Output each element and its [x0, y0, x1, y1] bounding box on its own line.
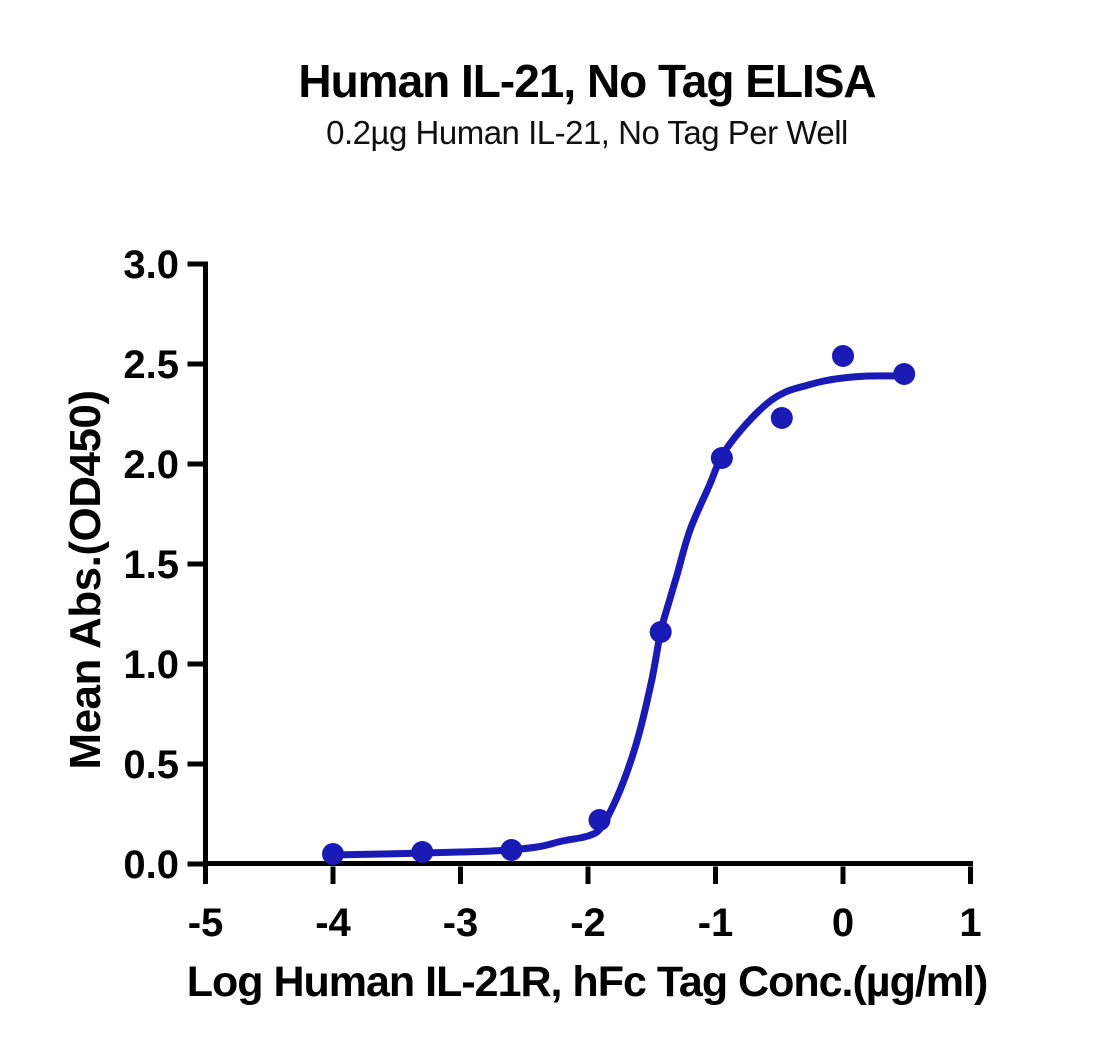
x-tick-label: 1	[959, 901, 981, 945]
y-tick-label: 0.0	[123, 843, 179, 887]
y-tick-label: 1.5	[123, 543, 179, 587]
x-tick-label: -3	[443, 901, 479, 945]
x-tick-label: -4	[315, 901, 351, 945]
y-tick-label: 2.0	[123, 443, 179, 487]
data-point	[832, 345, 854, 367]
data-point	[770, 407, 793, 429]
data-point	[411, 841, 434, 863]
y-tick-label: 2.5	[123, 343, 179, 387]
y-tick-label: 1.0	[123, 643, 179, 687]
x-tick-label: -5	[188, 901, 224, 945]
y-axis-label: Mean Abs.(OD450)	[61, 390, 110, 770]
chart-subtitle: 0.2µg Human IL-21, No Tag Per Well	[326, 114, 848, 151]
data-point	[649, 621, 672, 643]
x-tick-label: 0	[832, 901, 854, 945]
x-tick-label: -2	[570, 901, 606, 945]
data-point	[893, 363, 916, 385]
fit-curve	[329, 372, 908, 859]
chart-title: Human IL-21, No Tag ELISA	[298, 55, 876, 107]
y-tick-label: 0.5	[123, 743, 179, 787]
y-tick-label: 3.0	[123, 243, 179, 287]
x-tick-label: -1	[698, 901, 734, 945]
data-point	[322, 843, 344, 865]
data-point	[500, 839, 523, 861]
x-axis-label: Log Human IL-21R, hFc Tag Conc.(µg/ml)	[186, 958, 989, 1006]
data-point	[710, 447, 733, 469]
data-point	[588, 809, 611, 831]
